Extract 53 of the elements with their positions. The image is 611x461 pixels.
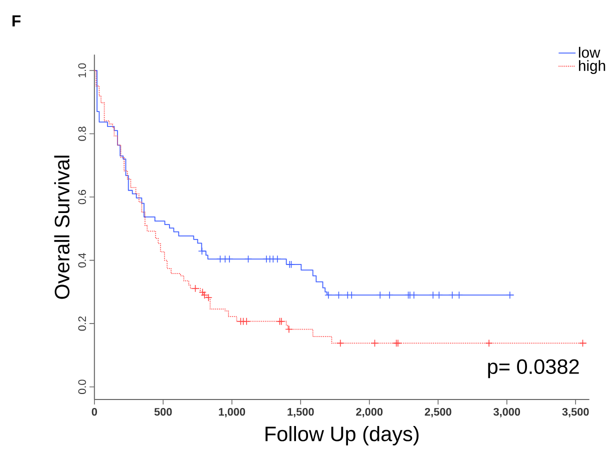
x-tick-label: 1,500 xyxy=(288,408,314,418)
y-tick-label: 0.2 xyxy=(78,316,86,331)
point xyxy=(435,291,443,299)
point xyxy=(485,339,493,347)
y-axis-title: Overall Survival xyxy=(54,156,70,299)
y-tick-label: 0.0 xyxy=(78,380,86,394)
point xyxy=(285,325,293,334)
point xyxy=(198,288,206,296)
x-tick-label: 0 xyxy=(92,408,97,416)
point xyxy=(506,291,514,299)
x-tick-label: 1,000 xyxy=(218,408,246,418)
legend-label: high xyxy=(578,60,606,74)
point xyxy=(242,317,250,326)
point xyxy=(386,291,394,299)
point xyxy=(336,339,344,347)
point xyxy=(455,291,464,299)
point xyxy=(404,291,412,299)
y-tick-label: 0.6 xyxy=(78,190,86,204)
y-tick-label: 0.8 xyxy=(78,126,86,141)
point xyxy=(198,247,206,255)
text: F xyxy=(12,15,21,26)
point xyxy=(429,291,437,299)
y-tick-label: 0.4 xyxy=(78,252,86,268)
point xyxy=(278,317,286,326)
point xyxy=(204,294,212,302)
x-axis-title: Follow Up (days) xyxy=(266,426,419,446)
point xyxy=(348,291,356,299)
point xyxy=(376,291,384,299)
point xyxy=(394,339,402,347)
point xyxy=(216,255,224,263)
x-tick-label: 3,500 xyxy=(562,408,589,418)
point xyxy=(276,317,284,326)
x-tick-label: 3,000 xyxy=(493,408,520,418)
point xyxy=(334,291,343,299)
point xyxy=(274,255,282,263)
point xyxy=(200,291,208,299)
point xyxy=(191,284,200,292)
x-tick-label: 500 xyxy=(154,408,172,416)
legend-label: low xyxy=(578,46,600,58)
y-tick-label: 1.0 xyxy=(78,63,86,78)
point xyxy=(286,260,294,268)
point xyxy=(578,339,587,347)
point xyxy=(392,339,400,347)
point xyxy=(410,291,418,299)
point xyxy=(226,255,234,263)
point xyxy=(448,291,456,299)
annotation: p= 0.0382 xyxy=(488,359,579,378)
point xyxy=(370,339,379,347)
point xyxy=(287,260,296,268)
point xyxy=(244,255,252,263)
x-tick-label: 2,500 xyxy=(424,408,452,418)
point xyxy=(324,291,332,299)
x-tick-label: 2,000 xyxy=(356,408,383,418)
